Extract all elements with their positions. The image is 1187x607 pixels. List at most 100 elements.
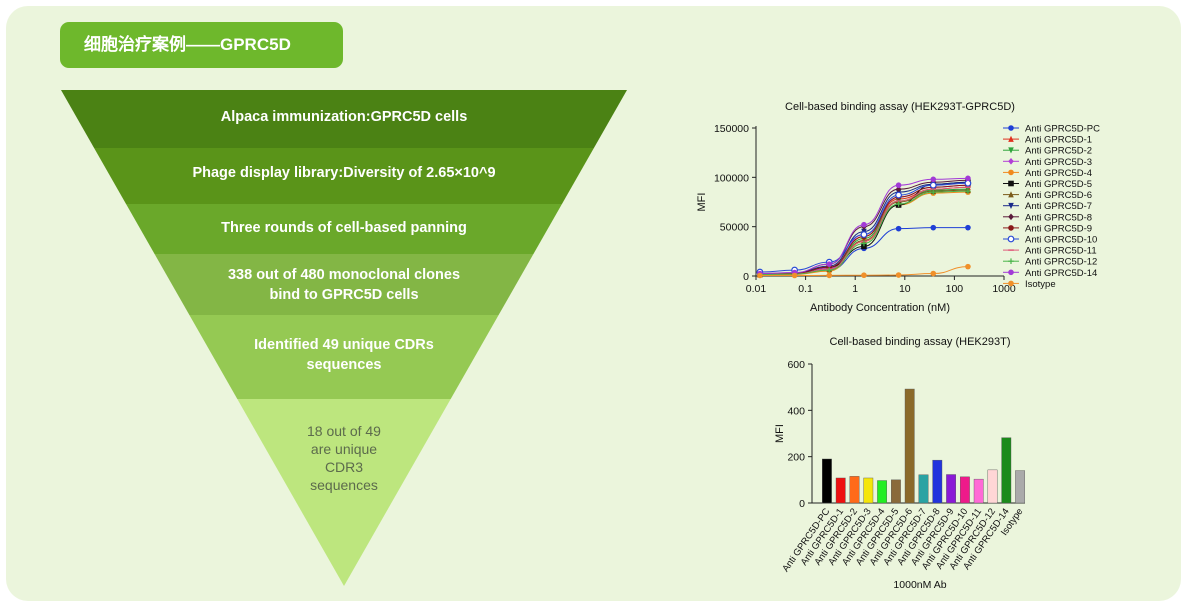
- data-point: [895, 201, 902, 207]
- line-series-15: [757, 263, 971, 279]
- data-point: [861, 221, 867, 228]
- legend-label: Anti GPRC5D-4: [1025, 168, 1092, 179]
- bar-8: [918, 474, 929, 504]
- bar-chart-x-label: 1000nM Ab: [893, 579, 946, 591]
- bar-12: [973, 478, 984, 504]
- funnel-step-line: CDR3: [324, 459, 364, 475]
- x-tick-label: 1: [852, 283, 858, 295]
- funnel-step-line: 18 out of 49: [307, 423, 381, 439]
- bar-14: [1001, 437, 1012, 504]
- bar-1: [822, 458, 832, 504]
- x-tick-label: 100: [946, 283, 964, 295]
- funnel-step-5-text: Identified 49 unique CDRs sequences: [129, 335, 559, 375]
- funnel-band-2: [94, 148, 594, 204]
- page-title: 细胞治疗案例——GPRC5D: [60, 22, 343, 68]
- legend-marker: [1008, 158, 1014, 165]
- data-point: [929, 181, 937, 189]
- legend-label: Anti GPRC5D-5: [1025, 179, 1092, 190]
- legend-label: Anti GPRC5D-2: [1025, 146, 1092, 157]
- y-tick-label: 200: [787, 452, 805, 464]
- data-point: [895, 185, 902, 193]
- legend-label: Anti GPRC5D-1: [1025, 135, 1092, 146]
- legend-marker: [1008, 213, 1014, 221]
- legend-marker: [1008, 225, 1014, 231]
- bar-2: [835, 477, 846, 504]
- data-point: [930, 189, 937, 195]
- funnel-step-2-text: Phage display library:Diversity of 2.65×…: [129, 163, 559, 183]
- legend-label: Anti GPRC5D-6: [1025, 190, 1092, 201]
- x-tick-label: 10: [899, 283, 911, 295]
- funnel-step-line: sequences: [306, 357, 382, 373]
- bar-chart-title: Cell-based binding assay (HEK293T): [830, 336, 1011, 348]
- y-tick-label: 600: [787, 359, 805, 371]
- data-point: [895, 225, 902, 232]
- y-tick-label: 0: [799, 498, 805, 510]
- legend-label: Anti GPRC5D-10: [1025, 235, 1097, 246]
- line-chart: Cell-based binding assay (HEK293T-GPRC5D…: [696, 101, 1100, 314]
- line-chart-title: Cell-based binding assay (HEK293T-GPRC5D…: [785, 101, 1015, 113]
- legend-marker: [1008, 169, 1014, 176]
- data-point: [757, 272, 763, 279]
- legend-marker: [1008, 125, 1014, 131]
- funnel-step-line: Phage display library:Diversity of 2.65×…: [192, 165, 496, 181]
- data-point: [965, 224, 971, 231]
- bar-11: [960, 476, 970, 504]
- legend-marker: [1008, 147, 1014, 154]
- funnel-step-line: bind to GPRC5D cells: [269, 287, 419, 303]
- funnel-step-line: Three rounds of cell-based panning: [221, 220, 467, 236]
- y-tick-label: 150000: [714, 123, 749, 135]
- legend-label: Anti GPRC5D-12: [1025, 257, 1097, 268]
- legend-label: Anti GPRC5D-PC: [1025, 124, 1100, 135]
- legend-label: Anti GPRC5D-3: [1025, 157, 1092, 168]
- data-point: [860, 231, 868, 238]
- legend-marker: [1008, 280, 1014, 287]
- legend-marker: [1008, 258, 1014, 264]
- y-tick-label: 0: [743, 271, 749, 283]
- funnel-band-4: [154, 254, 534, 315]
- data-point: [861, 272, 867, 279]
- data-point: [826, 272, 833, 279]
- y-tick-label: 50000: [720, 222, 749, 234]
- data-point: [895, 272, 902, 278]
- data-point: [930, 224, 937, 231]
- legend-label: Isotype: [1025, 279, 1056, 290]
- x-tick-label: 0.1: [798, 283, 813, 295]
- legend-marker: [1007, 235, 1015, 243]
- bar-5: [877, 480, 887, 504]
- data-point: [861, 243, 867, 250]
- data-point: [861, 240, 867, 247]
- data-point: [930, 270, 937, 277]
- legend-marker: [1008, 180, 1014, 187]
- bar-9: [932, 459, 943, 504]
- line-chart-y-label: MFI: [696, 193, 708, 212]
- y-tick-label: 100000: [714, 172, 749, 184]
- funnel-step-1-text: Alpaca immunization:GPRC5D cells: [129, 107, 559, 127]
- legend-label: Anti GPRC5D-11: [1025, 246, 1097, 257]
- legend-label: Anti GPRC5D-14: [1025, 268, 1097, 279]
- legend-marker: [1008, 202, 1014, 209]
- funnel-step-line: sequences: [310, 477, 378, 493]
- funnel-step-4-text: 338 out of 480 monoclonal clones bind to …: [129, 265, 559, 305]
- legend-marker: [1008, 269, 1014, 276]
- funnel-band-5: [189, 315, 499, 399]
- funnel-step-line: are unique: [310, 441, 378, 457]
- data-point: [895, 191, 903, 199]
- funnel-step-line: Identified 49 unique CDRs: [254, 337, 434, 353]
- data-point: [930, 176, 937, 183]
- funnel-band-1: [61, 90, 627, 148]
- bar-4: [863, 477, 874, 504]
- bar-chart: Cell-based binding assay (HEK293T) 0 200 40…: [774, 336, 1026, 591]
- funnel-step-3-text: Three rounds of cell-based panning: [129, 218, 559, 238]
- bar-13: [987, 469, 998, 504]
- funnel-band-3: [126, 204, 562, 254]
- line-chart-x-label: Antibody Concentration (nM): [810, 302, 950, 314]
- legend-label: Anti GPRC5D-7: [1025, 201, 1092, 212]
- funnel-step-line: 338 out of 480 monoclonal clones: [227, 267, 461, 283]
- funnel-step-6-text: 18 out of 49 are unique CDR3 sequences: [129, 422, 559, 494]
- data-point: [791, 272, 798, 279]
- x-tick-label: 1000: [992, 283, 1016, 295]
- data-point: [826, 267, 833, 273]
- bar-15: [1015, 470, 1025, 504]
